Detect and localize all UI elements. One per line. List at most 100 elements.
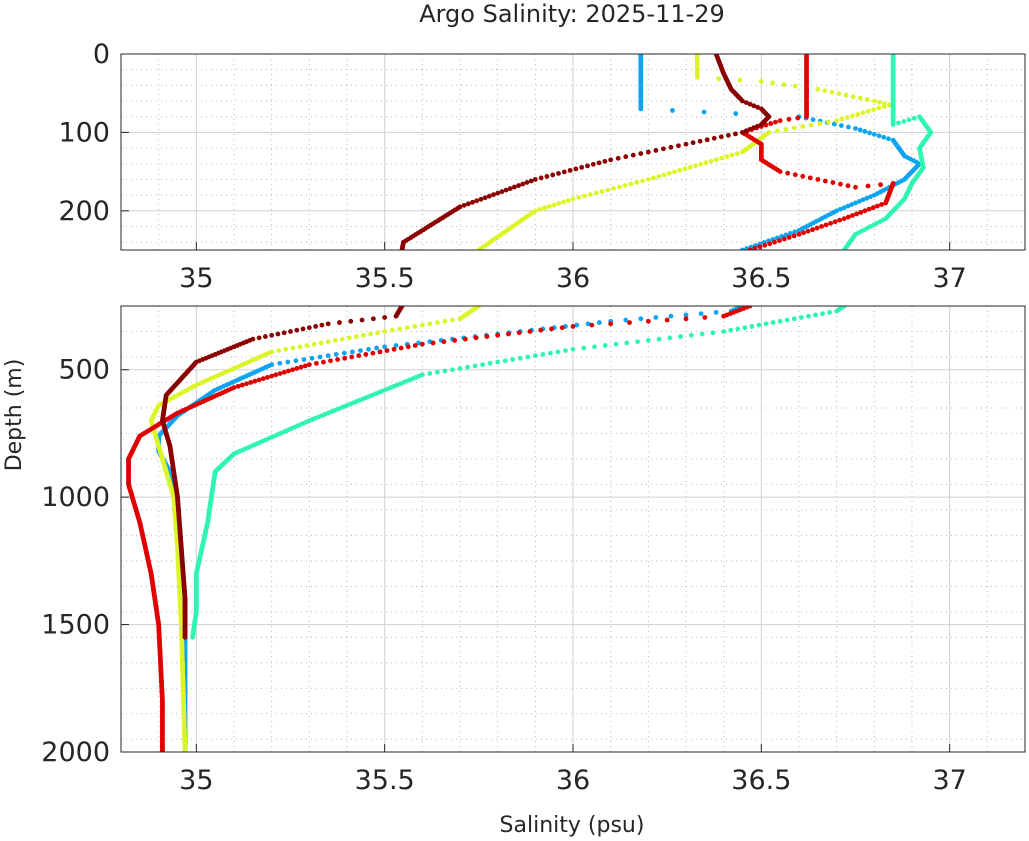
data-point <box>611 186 616 191</box>
data-point <box>627 320 632 325</box>
data-point <box>476 247 482 250</box>
data-point <box>370 316 376 322</box>
data-point <box>860 110 866 116</box>
data-point <box>596 320 602 325</box>
data-point <box>814 225 820 231</box>
data-point <box>865 183 871 189</box>
data-point <box>544 174 550 179</box>
data-point <box>265 374 270 380</box>
data-point <box>450 317 455 323</box>
data-point <box>849 202 855 207</box>
data-point <box>506 331 511 337</box>
data-point <box>853 200 858 206</box>
data-point <box>325 353 331 359</box>
data-point <box>416 340 421 346</box>
data-point <box>868 194 873 200</box>
data-point <box>711 135 717 141</box>
data-point <box>656 173 662 179</box>
data-point <box>532 353 538 359</box>
y-tick-label: 200 <box>58 196 110 227</box>
data-point <box>815 86 821 92</box>
data-point <box>317 354 323 360</box>
data-point <box>319 322 325 328</box>
data-point <box>813 312 818 318</box>
data-point <box>838 123 844 128</box>
data-point <box>290 367 295 373</box>
data-point <box>845 203 851 209</box>
data-point <box>507 186 513 191</box>
data-point <box>382 329 388 334</box>
data-point <box>389 327 395 333</box>
data-point <box>341 350 347 356</box>
data-point <box>710 330 716 336</box>
data-point <box>623 154 629 160</box>
data-point <box>682 166 688 172</box>
data-point <box>784 317 790 323</box>
data-point <box>412 323 418 329</box>
data-point <box>683 312 689 318</box>
data-point <box>770 80 776 86</box>
data-point <box>462 336 468 342</box>
series-group <box>126 306 847 752</box>
data-point <box>313 360 319 366</box>
data-point <box>698 161 704 167</box>
data-point <box>302 363 308 369</box>
x-tick-label: 37 <box>932 765 966 796</box>
data-point <box>450 367 455 373</box>
data-point <box>499 189 505 195</box>
data-point <box>871 131 877 137</box>
axes-frame <box>120 305 1026 753</box>
data-point <box>713 309 719 315</box>
data-point <box>747 247 753 250</box>
data-point <box>751 125 757 131</box>
data-point <box>792 83 798 89</box>
data-point <box>269 332 275 338</box>
data-point <box>911 115 917 121</box>
data-point <box>740 130 745 135</box>
data-point <box>906 117 912 123</box>
data-point <box>435 320 440 325</box>
series-profile-red <box>126 306 753 752</box>
data-point <box>781 236 787 242</box>
data-point <box>864 97 870 102</box>
y-tick-label: 2000 <box>41 737 110 768</box>
data-point <box>697 138 703 144</box>
data-point <box>532 177 538 182</box>
data-point <box>901 119 907 124</box>
series-profile-aquamarine <box>841 54 934 250</box>
data-point <box>805 228 811 234</box>
data-point <box>796 228 802 233</box>
data-point <box>337 320 342 325</box>
data-point <box>825 119 831 125</box>
data-point <box>733 131 738 137</box>
data-point <box>804 114 809 120</box>
data-point <box>850 213 855 218</box>
data-point <box>698 311 704 317</box>
data-point <box>585 163 590 169</box>
data-point <box>567 167 573 173</box>
data-point <box>808 122 814 128</box>
data-point <box>624 340 630 346</box>
data-point <box>672 169 677 175</box>
data-point <box>810 117 816 123</box>
data-point <box>622 183 628 188</box>
data-point <box>841 247 847 250</box>
data-point <box>516 183 521 188</box>
data-point <box>791 316 797 322</box>
data-point <box>777 318 783 324</box>
data-point <box>325 321 331 327</box>
data-point <box>596 160 602 166</box>
data-point <box>318 340 324 346</box>
data-point <box>482 195 488 201</box>
data-point <box>419 341 425 347</box>
data-point <box>377 349 383 355</box>
data-point <box>368 331 373 337</box>
y-tick-label: 1000 <box>41 482 110 513</box>
data-point <box>273 372 279 378</box>
data-point <box>879 202 884 207</box>
x-tick-label: 35.5 <box>355 263 415 294</box>
data-point <box>728 327 734 333</box>
data-point <box>382 315 388 320</box>
data-point <box>573 166 579 172</box>
data-point <box>708 158 714 164</box>
